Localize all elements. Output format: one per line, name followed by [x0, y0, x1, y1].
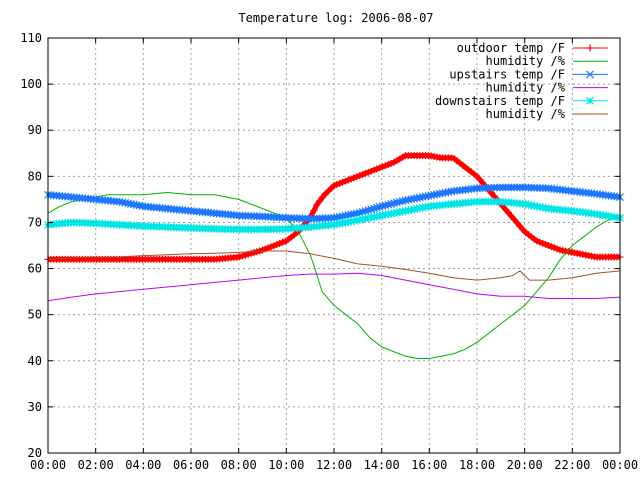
data-point	[370, 204, 378, 213]
data-point	[495, 183, 504, 192]
series-2	[44, 183, 624, 223]
x-tick-label: 00:00	[30, 458, 66, 472]
data-point	[372, 203, 381, 212]
legend-label: downstairs temp /F	[435, 94, 565, 108]
legend-label: humidity /%	[486, 81, 566, 95]
series-markers	[44, 197, 624, 234]
x-tick-label: 18:00	[459, 458, 495, 472]
series-4	[44, 197, 624, 234]
data-point	[304, 214, 313, 223]
series-line	[47, 250, 621, 281]
data-point	[381, 201, 390, 210]
legend-label: humidity /%	[486, 107, 566, 121]
data-point	[613, 192, 622, 201]
data-point	[498, 183, 507, 192]
series-line	[47, 192, 621, 359]
x-tick-label: 22:00	[554, 458, 590, 472]
y-tick-label: 70	[28, 215, 42, 229]
data-point	[316, 197, 324, 205]
legend-marker	[586, 96, 594, 105]
data-point	[387, 199, 396, 208]
legend-label: humidity /%	[486, 54, 566, 68]
data-point	[361, 207, 370, 215]
data-point	[513, 183, 521, 192]
legend-label: upstairs temp /F	[449, 67, 565, 81]
data-point	[395, 197, 404, 206]
legend-marker	[586, 70, 594, 79]
data-point	[392, 198, 401, 207]
data-point	[390, 199, 398, 208]
x-tick-label: 08:00	[221, 458, 257, 472]
series-5	[47, 250, 621, 281]
data-point	[375, 202, 384, 211]
x-tick-label: 04:00	[125, 458, 161, 472]
data-point	[501, 183, 510, 192]
data-point	[301, 214, 310, 223]
y-tick-label: 80	[28, 169, 42, 183]
x-tick-label: 02:00	[78, 458, 114, 472]
x-tick-label: 00:00	[602, 458, 638, 472]
data-point	[504, 183, 513, 192]
data-point	[358, 207, 367, 216]
chart-title: Temperature log: 2006-08-07	[238, 11, 433, 25]
x-tick-label: 12:00	[316, 458, 352, 472]
legend-label: outdoor temp /F	[457, 41, 565, 55]
data-point	[310, 206, 318, 214]
data-point	[507, 183, 516, 192]
data-point	[313, 201, 321, 209]
series-layer	[44, 152, 624, 359]
x-tick-label: 06:00	[173, 458, 209, 472]
series-markers	[44, 183, 624, 223]
x-tick-label: 16:00	[411, 458, 447, 472]
data-point	[518, 183, 527, 192]
data-point	[493, 183, 501, 192]
data-point	[384, 200, 393, 209]
y-tick-label: 50	[28, 308, 42, 322]
y-tick-label: 30	[28, 400, 42, 414]
x-tick-label: 10:00	[268, 458, 304, 472]
legend-marker	[586, 44, 594, 52]
y-tick-label: 90	[28, 123, 42, 137]
data-point	[378, 202, 387, 210]
data-point	[355, 208, 364, 217]
x-tick-label: 20:00	[507, 458, 543, 472]
data-point	[515, 183, 524, 192]
x-tick-label: 14:00	[364, 458, 400, 472]
data-point	[367, 205, 376, 214]
y-tick-label: 100	[20, 77, 42, 91]
series-1	[47, 192, 621, 359]
data-point	[364, 206, 373, 215]
series-3	[47, 272, 621, 302]
y-tick-label: 20	[28, 446, 42, 460]
data-point	[510, 183, 519, 192]
y-tick-label: 110	[20, 31, 42, 45]
axes: 20 30 40 50 60 70 80 90 100 110 00:00 02:00 04:00 06:…	[20, 31, 638, 472]
y-tick-label: 40	[28, 354, 42, 368]
series-line	[47, 272, 621, 302]
y-tick-label: 60	[28, 262, 42, 276]
